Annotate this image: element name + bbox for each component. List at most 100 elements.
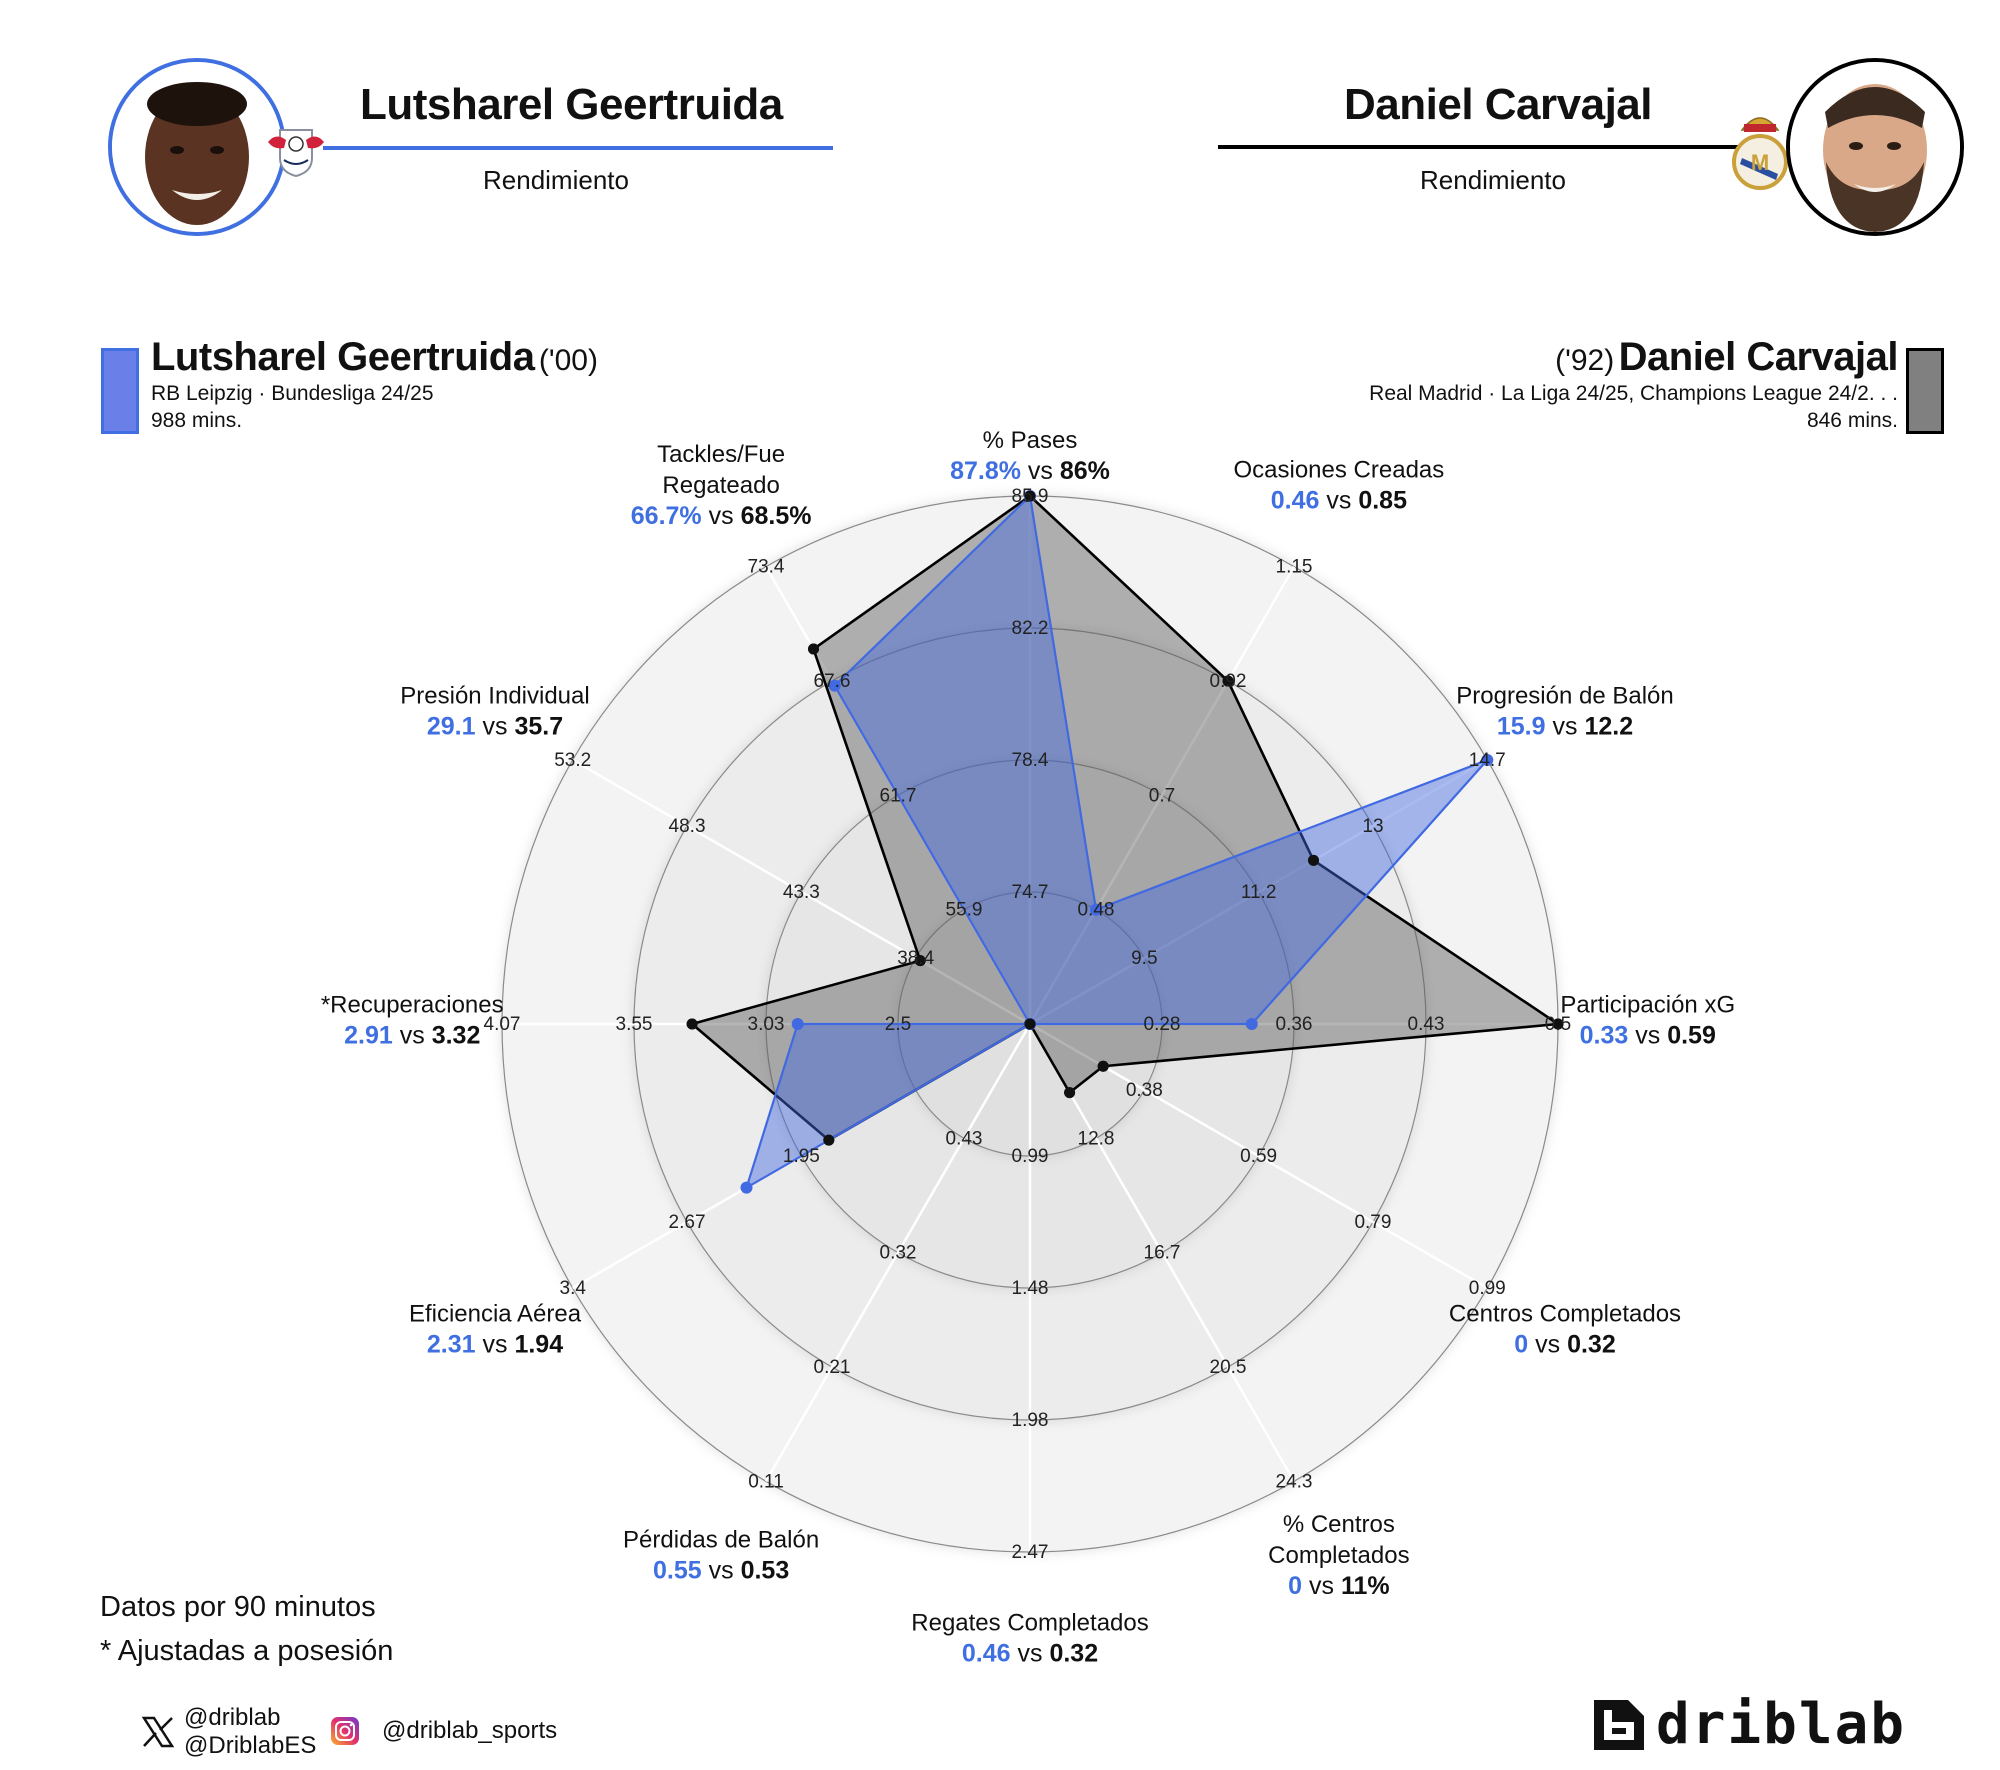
tick-label: 0.99 (1469, 1278, 1506, 1299)
tick-label: 0.32 (880, 1243, 917, 1264)
x-social-link[interactable]: @driblab @DriblabES (140, 1704, 316, 1760)
axis-label: Tackles/Fue (657, 441, 785, 468)
tick-label: 16.7 (1144, 1243, 1181, 1264)
driblab-wordmark: driblab (1656, 1692, 1907, 1757)
player1-legend: Lutsharel Geertruida ('00) RB Leipzig · … (151, 335, 598, 434)
data-point (1097, 1060, 1109, 1072)
axis-values: 0.46 vs 0.85 (1271, 487, 1407, 515)
data-point (1552, 1018, 1564, 1030)
axis-label-group: Tackles/Fue Regateado 66.7% vs 68.5% (631, 441, 812, 530)
tick-label: 2.47 (1012, 1542, 1049, 1563)
axis-label: Pérdidas de Balón (623, 1526, 819, 1553)
axis-label: Participación xG (1560, 992, 1735, 1019)
radar-series (686, 490, 1564, 1194)
tick-label: 0.43 (946, 1128, 983, 1149)
axis-values: 2.31 vs 1.94 (427, 1330, 563, 1358)
tick-label: 0.79 (1354, 1212, 1391, 1233)
tick-label: 0.5 (1545, 1014, 1571, 1035)
axis-label-group: % Centros Completados 0 vs 11% (1268, 1511, 1409, 1600)
instagram-social-link[interactable]: @driblab_sports (330, 1716, 557, 1746)
axis-label: Eficiencia Aérea (409, 1300, 582, 1327)
tick-label: 4.07 (484, 1014, 521, 1035)
tick-label: 2.5 (885, 1014, 911, 1035)
radar-axis-labels: % Pases 87.8% vs 86% Ocasiones Creadas 0.46… (321, 427, 1735, 1667)
data-point (828, 679, 841, 692)
tick-label: 0.36 (1276, 1014, 1313, 1035)
axis-label: Centros Completados (1449, 1300, 1681, 1327)
header-left: Lutsharel Geertruida Rendimiento (108, 58, 848, 238)
x-logo-icon (141, 1716, 175, 1748)
data-point (1024, 1018, 1036, 1030)
x-handle-driblab: @driblab (184, 1704, 281, 1731)
axis-values: 0 vs 11% (1288, 1572, 1389, 1600)
player1-header-rule (323, 146, 833, 150)
instagram-handle: @driblab_sports (382, 1717, 558, 1744)
player1-header-subtitle: Rendimiento (483, 165, 629, 195)
player2-legend-name: Daniel Carvajal (1618, 335, 1899, 379)
axis-values: 0 vs 0.32 (1514, 1330, 1615, 1358)
tick-label: 3.55 (616, 1014, 653, 1035)
tick-label: 67.6 (814, 671, 851, 692)
data-point (740, 1181, 753, 1194)
axis-values: 0.46 vs 0.32 (962, 1639, 1098, 1667)
tick-label: 0.59 (1240, 1146, 1277, 1167)
tick-label: 61.7 (880, 785, 917, 806)
axis-label: Regateado (662, 472, 779, 499)
player2-header-subtitle: Rendimiento (1420, 165, 1566, 195)
axis-values: 15.9 vs 12.2 (1497, 713, 1633, 741)
radar-spokes (502, 496, 1558, 1552)
tick-label: 0.43 (1408, 1014, 1445, 1035)
tick-label: 82.2 (1012, 618, 1049, 639)
axis-label-group: Progresión de Balón 15.9 vs 12.2 (1456, 683, 1673, 741)
tick-label: 38.4 (897, 948, 934, 969)
radar-tick-labels: 74.7 78.4 82.2 85.9 0.48 0.7 0.92 1.15 9.5 11.2 13… (484, 486, 1572, 1563)
axis-label-group: Pérdidas de Balón 0.55 vs 0.53 (623, 1526, 819, 1584)
data-point (823, 1134, 835, 1146)
axis-label-group: % Pases 87.8% vs 86% (950, 427, 1110, 485)
axis-label-group: Participación xG 0.33 vs 0.59 (1560, 992, 1735, 1050)
player2-legend-swatch (1906, 348, 1944, 434)
tick-label: 0.99 (1012, 1146, 1049, 1167)
data-point (1064, 1087, 1076, 1099)
player1-legend-swatch (101, 348, 139, 434)
axis-label-group: Ocasiones Creadas 0.46 vs 0.85 (1233, 457, 1444, 515)
tick-label: 11.2 (1241, 882, 1277, 903)
footnote-possession: * Ajustadas a posesión (100, 1635, 394, 1667)
rb-leipzig-badge-icon (266, 120, 326, 180)
series-area-lutsharel-geertruida (745, 494, 1489, 1189)
axis-label: Ocasiones Creadas (1233, 457, 1444, 484)
tick-label: 1.98 (1012, 1410, 1049, 1431)
tick-label: 78.4 (1012, 750, 1049, 771)
player1-header-name: Lutsharel Geertruida (360, 80, 783, 129)
data-point (1245, 1018, 1258, 1030)
tick-label: 0.21 (814, 1357, 851, 1378)
axis-label: Presión Individual (400, 683, 589, 710)
data-point (914, 955, 926, 967)
data-point (1222, 675, 1234, 687)
spoke-line (1028, 566, 1296, 1025)
player2-avatar (1786, 58, 1964, 236)
tick-label: 2.67 (669, 1212, 706, 1233)
tick-label: 24.3 (1276, 1471, 1313, 1492)
axis-label-group: Presión Individual 29.1 vs 35.7 (400, 683, 589, 741)
footnote-per90: Datos por 90 minutos (100, 1591, 376, 1623)
axis-label: *Recuperaciones (321, 992, 504, 1019)
player2-legend-team: Real Madrid · La Liga 24/25, Champions L… (1369, 382, 1898, 405)
data-point (1090, 903, 1102, 916)
axis-values: 66.7% vs 68.5% (631, 502, 812, 530)
tick-label: 14.7 (1469, 750, 1506, 771)
player2-header-name: Daniel Carvajal (1344, 80, 1653, 129)
data-point (1024, 490, 1036, 502)
driblab-logo: driblab (1592, 1692, 1906, 1757)
x-handle-driblabes: @DriblabES (184, 1732, 317, 1759)
axis-label: % Pases (983, 427, 1078, 454)
tick-label: 85.9 (1012, 486, 1049, 507)
tick-label: 0.92 (1210, 671, 1247, 692)
data-point (686, 1018, 698, 1030)
tick-label: 1.95 (783, 1146, 820, 1167)
spoke-line (1028, 1023, 1296, 1482)
data-point (1308, 854, 1320, 866)
series-area-daniel-carvajal (690, 494, 1560, 1142)
axis-label: Progresión de Balón (1456, 683, 1673, 710)
